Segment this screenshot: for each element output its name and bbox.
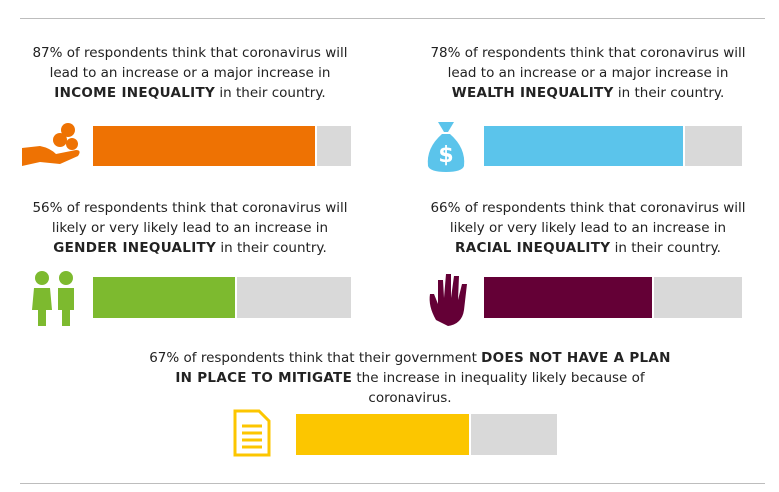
bar — [296, 414, 471, 455]
caption-emphasis: INCOME INEQUALITY — [54, 85, 216, 101]
bar — [484, 126, 686, 166]
svg-text:$: $ — [438, 143, 453, 168]
bar-track — [484, 277, 742, 318]
bar — [484, 277, 655, 318]
caption-emphasis: WEALTH INEQUALITY — [451, 85, 614, 101]
value-label: 78% — [430, 45, 461, 61]
caption: 66% of respondents think that coronaviru… — [428, 198, 748, 258]
plan-icon — [233, 409, 271, 457]
bar-track — [93, 277, 351, 318]
value-label: 56% — [32, 200, 63, 216]
caption-emphasis: DOES NOT HAVE A PLAN IN PLACE TO MITIGAT… — [175, 350, 671, 386]
caption: 78% of respondents think that coronaviru… — [428, 43, 748, 103]
caption-text: in their country. — [219, 85, 326, 101]
bar-track — [484, 126, 742, 166]
bar — [93, 277, 238, 318]
caption-text: in their country. — [220, 240, 327, 256]
divider — [20, 18, 765, 19]
caption-text: the increase in inequality likely becaus… — [356, 370, 645, 406]
wealth-icon: $ — [427, 122, 465, 172]
gender-icon — [32, 271, 74, 326]
racial-icon — [429, 274, 467, 326]
caption-text: of respondents think that coronavirus wi… — [447, 45, 746, 81]
divider — [20, 483, 765, 484]
value-label: 67% — [149, 350, 180, 366]
bar-track — [296, 414, 557, 455]
caption: 67% of respondents think that their gove… — [140, 348, 680, 408]
caption-text: of respondents think that coronavirus wi… — [51, 200, 348, 236]
caption-text: in their country. — [614, 240, 721, 256]
value-label: 66% — [430, 200, 461, 216]
caption: 56% of respondents think that coronaviru… — [30, 198, 350, 258]
caption-text: of respondents think that their governme… — [183, 350, 477, 366]
caption-text: in their country. — [617, 85, 725, 101]
caption-emphasis: RACIAL INEQUALITY — [455, 240, 611, 256]
caption-text: of respondents think that coronavirus wi… — [49, 45, 348, 81]
caption-text: of respondents think that coronavirus wi… — [449, 200, 746, 236]
caption: 87% of respondents think that coronaviru… — [30, 43, 350, 103]
bar-track — [93, 126, 351, 166]
value-label: 87% — [32, 45, 63, 61]
bar — [93, 126, 318, 166]
income-icon — [22, 123, 80, 166]
caption-emphasis: GENDER INEQUALITY — [53, 240, 217, 256]
